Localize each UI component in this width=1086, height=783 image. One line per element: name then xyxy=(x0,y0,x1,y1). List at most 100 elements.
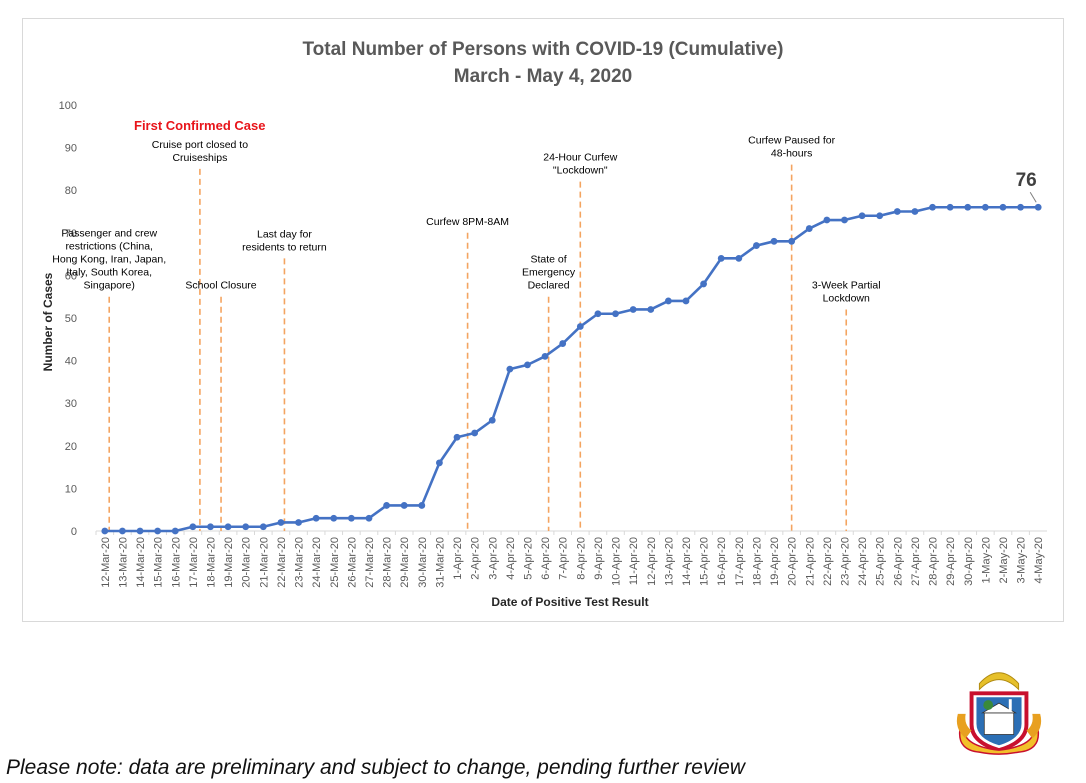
x-tick-label: 17-Mar-20 xyxy=(188,537,200,588)
x-tick-label: 2-Apr-20 xyxy=(470,537,482,580)
x-tick-label: 6-Apr-20 xyxy=(540,537,552,580)
annotation-lines xyxy=(108,164,848,531)
y-axis-title: Number of Cases xyxy=(41,272,55,371)
y-tick-label: 40 xyxy=(65,356,77,368)
x-tick-label: 14-Apr-20 xyxy=(681,537,693,586)
annotation-label-line: Curfew Paused for xyxy=(748,135,835,147)
x-tick-label: 3-May-20 xyxy=(1016,537,1028,583)
x-tick-label: 15-Mar-20 xyxy=(153,537,165,588)
data-point xyxy=(823,216,831,224)
x-tick-label: 28-Apr-20 xyxy=(928,537,940,586)
x-tick-label: 11-Apr-20 xyxy=(628,537,640,585)
data-point xyxy=(436,459,443,467)
data-point xyxy=(400,502,408,509)
data-point xyxy=(347,514,355,522)
data-point xyxy=(1034,203,1042,211)
x-axis-title: Date of Positive Test Result xyxy=(491,595,648,609)
x-tick-label: 19-Apr-20 xyxy=(769,537,781,586)
annotation-label: Curfew 8PM-8AM xyxy=(426,216,509,228)
data-point xyxy=(136,527,144,535)
data-point xyxy=(189,523,197,531)
x-tick-label: 31-Mar-20 xyxy=(434,537,446,588)
chart-subtitle: March - May 4, 2020 xyxy=(454,66,632,87)
annotation-label: Cruise port closed to Cruiseships xyxy=(152,139,248,164)
x-tick-label: 21-Mar-20 xyxy=(258,537,270,588)
x-tick-label: 29-Apr-20 xyxy=(945,537,957,586)
annotation-label-line: Emergency xyxy=(522,267,576,279)
data-point xyxy=(717,254,725,262)
annotation-label-line: 3-Week Partial xyxy=(812,279,881,291)
data-point xyxy=(119,527,126,535)
y-axis-ticks: 0 10 20 30 40 50 60 70 80 90 100 xyxy=(59,100,77,538)
x-tick-label: 30-Apr-20 xyxy=(963,537,975,586)
x-tick-label: 18-Mar-20 xyxy=(205,537,217,588)
annotation-label-line: Lockdown xyxy=(823,292,870,304)
y-tick-label: 100 xyxy=(59,100,77,112)
x-tick-label: 20-Apr-20 xyxy=(787,537,799,586)
x-tick-label: 25-Apr-20 xyxy=(875,537,887,586)
y-tick-label: 30 xyxy=(65,398,77,410)
x-tick-label: 27-Mar-20 xyxy=(364,537,376,588)
x-tick-label: 7-Apr-20 xyxy=(558,537,570,580)
x-tick-label: 14-Mar-20 xyxy=(135,537,147,588)
annotation-label-line: State of xyxy=(531,254,567,266)
x-tick-label: 18-Apr-20 xyxy=(751,537,763,586)
y-tick-label: 80 xyxy=(65,185,77,197)
annotation-label-line: residents to return xyxy=(242,241,327,253)
annotation-label-line: Cruiseships xyxy=(172,152,227,164)
annotation-label-line: 24-Hour Curfew xyxy=(543,152,618,164)
x-tick-label: 4-May-20 xyxy=(1033,537,1045,583)
x-tick-label: 16-Mar-20 xyxy=(170,537,182,588)
x-tick-label: 27-Apr-20 xyxy=(910,537,922,586)
series-group: 76 xyxy=(101,170,1042,535)
annotation-label-line: restrictions (China, xyxy=(65,241,153,253)
x-tick-label: 8-Apr-20 xyxy=(575,537,587,580)
data-point xyxy=(682,297,690,305)
data-point xyxy=(858,212,866,220)
data-point xyxy=(841,216,848,224)
data-point xyxy=(224,523,232,531)
data-point xyxy=(471,429,479,437)
data-point xyxy=(365,514,373,522)
annotation-label-line: Curfew 8PM-8AM xyxy=(426,216,509,228)
x-tick-label: 22-Mar-20 xyxy=(276,537,288,588)
x-tick-label: 4-Apr-20 xyxy=(505,537,517,580)
data-point xyxy=(488,416,496,424)
data-point xyxy=(753,242,760,249)
data-point xyxy=(242,523,250,531)
x-tick-label: 1-Apr-20 xyxy=(452,537,464,580)
series-line xyxy=(104,205,1039,533)
annotation-label: First Confirmed Case xyxy=(134,118,265,133)
data-point xyxy=(999,203,1007,211)
data-point xyxy=(524,361,531,369)
annotation-label-line: Last day for xyxy=(257,228,312,240)
annotation-label-line: Declared xyxy=(528,280,570,292)
end-label-leader xyxy=(1029,191,1037,203)
data-point xyxy=(876,212,884,220)
x-tick-label: 24-Apr-20 xyxy=(857,537,869,586)
annotation-label-line: Cruise port closed to xyxy=(152,139,248,151)
x-tick-label: 5-Apr-20 xyxy=(522,537,534,580)
data-point xyxy=(981,203,989,211)
chart-frame: Total Number of Persons with COVID-19 (C… xyxy=(22,18,1064,622)
data-point xyxy=(259,523,267,531)
x-tick-label: 3-Apr-20 xyxy=(487,537,499,580)
chart-title: Total Number of Persons with COVID-19 (C… xyxy=(302,39,783,60)
data-point xyxy=(1017,203,1024,211)
annotation-label: Curfew Paused for 48-hours xyxy=(748,135,835,160)
data-point xyxy=(207,523,214,531)
x-tick-label: 10-Apr-20 xyxy=(611,537,623,586)
annotation-label: School Closure xyxy=(185,280,256,292)
x-tick-label: 21-Apr-20 xyxy=(804,537,816,586)
data-point xyxy=(154,527,162,535)
annotation-label-line: School Closure xyxy=(185,280,256,292)
data-point xyxy=(911,208,919,215)
x-tick-label: 15-Apr-20 xyxy=(699,537,711,586)
end-value-label: 76 xyxy=(1016,170,1037,191)
x-tick-label: 20-Mar-20 xyxy=(241,537,253,588)
x-tick-label: 19-Mar-20 xyxy=(223,537,235,588)
data-point xyxy=(612,310,619,318)
x-tick-label: 23-Mar-20 xyxy=(294,537,306,588)
data-point xyxy=(594,310,602,318)
y-tick-label: 60 xyxy=(65,270,77,282)
